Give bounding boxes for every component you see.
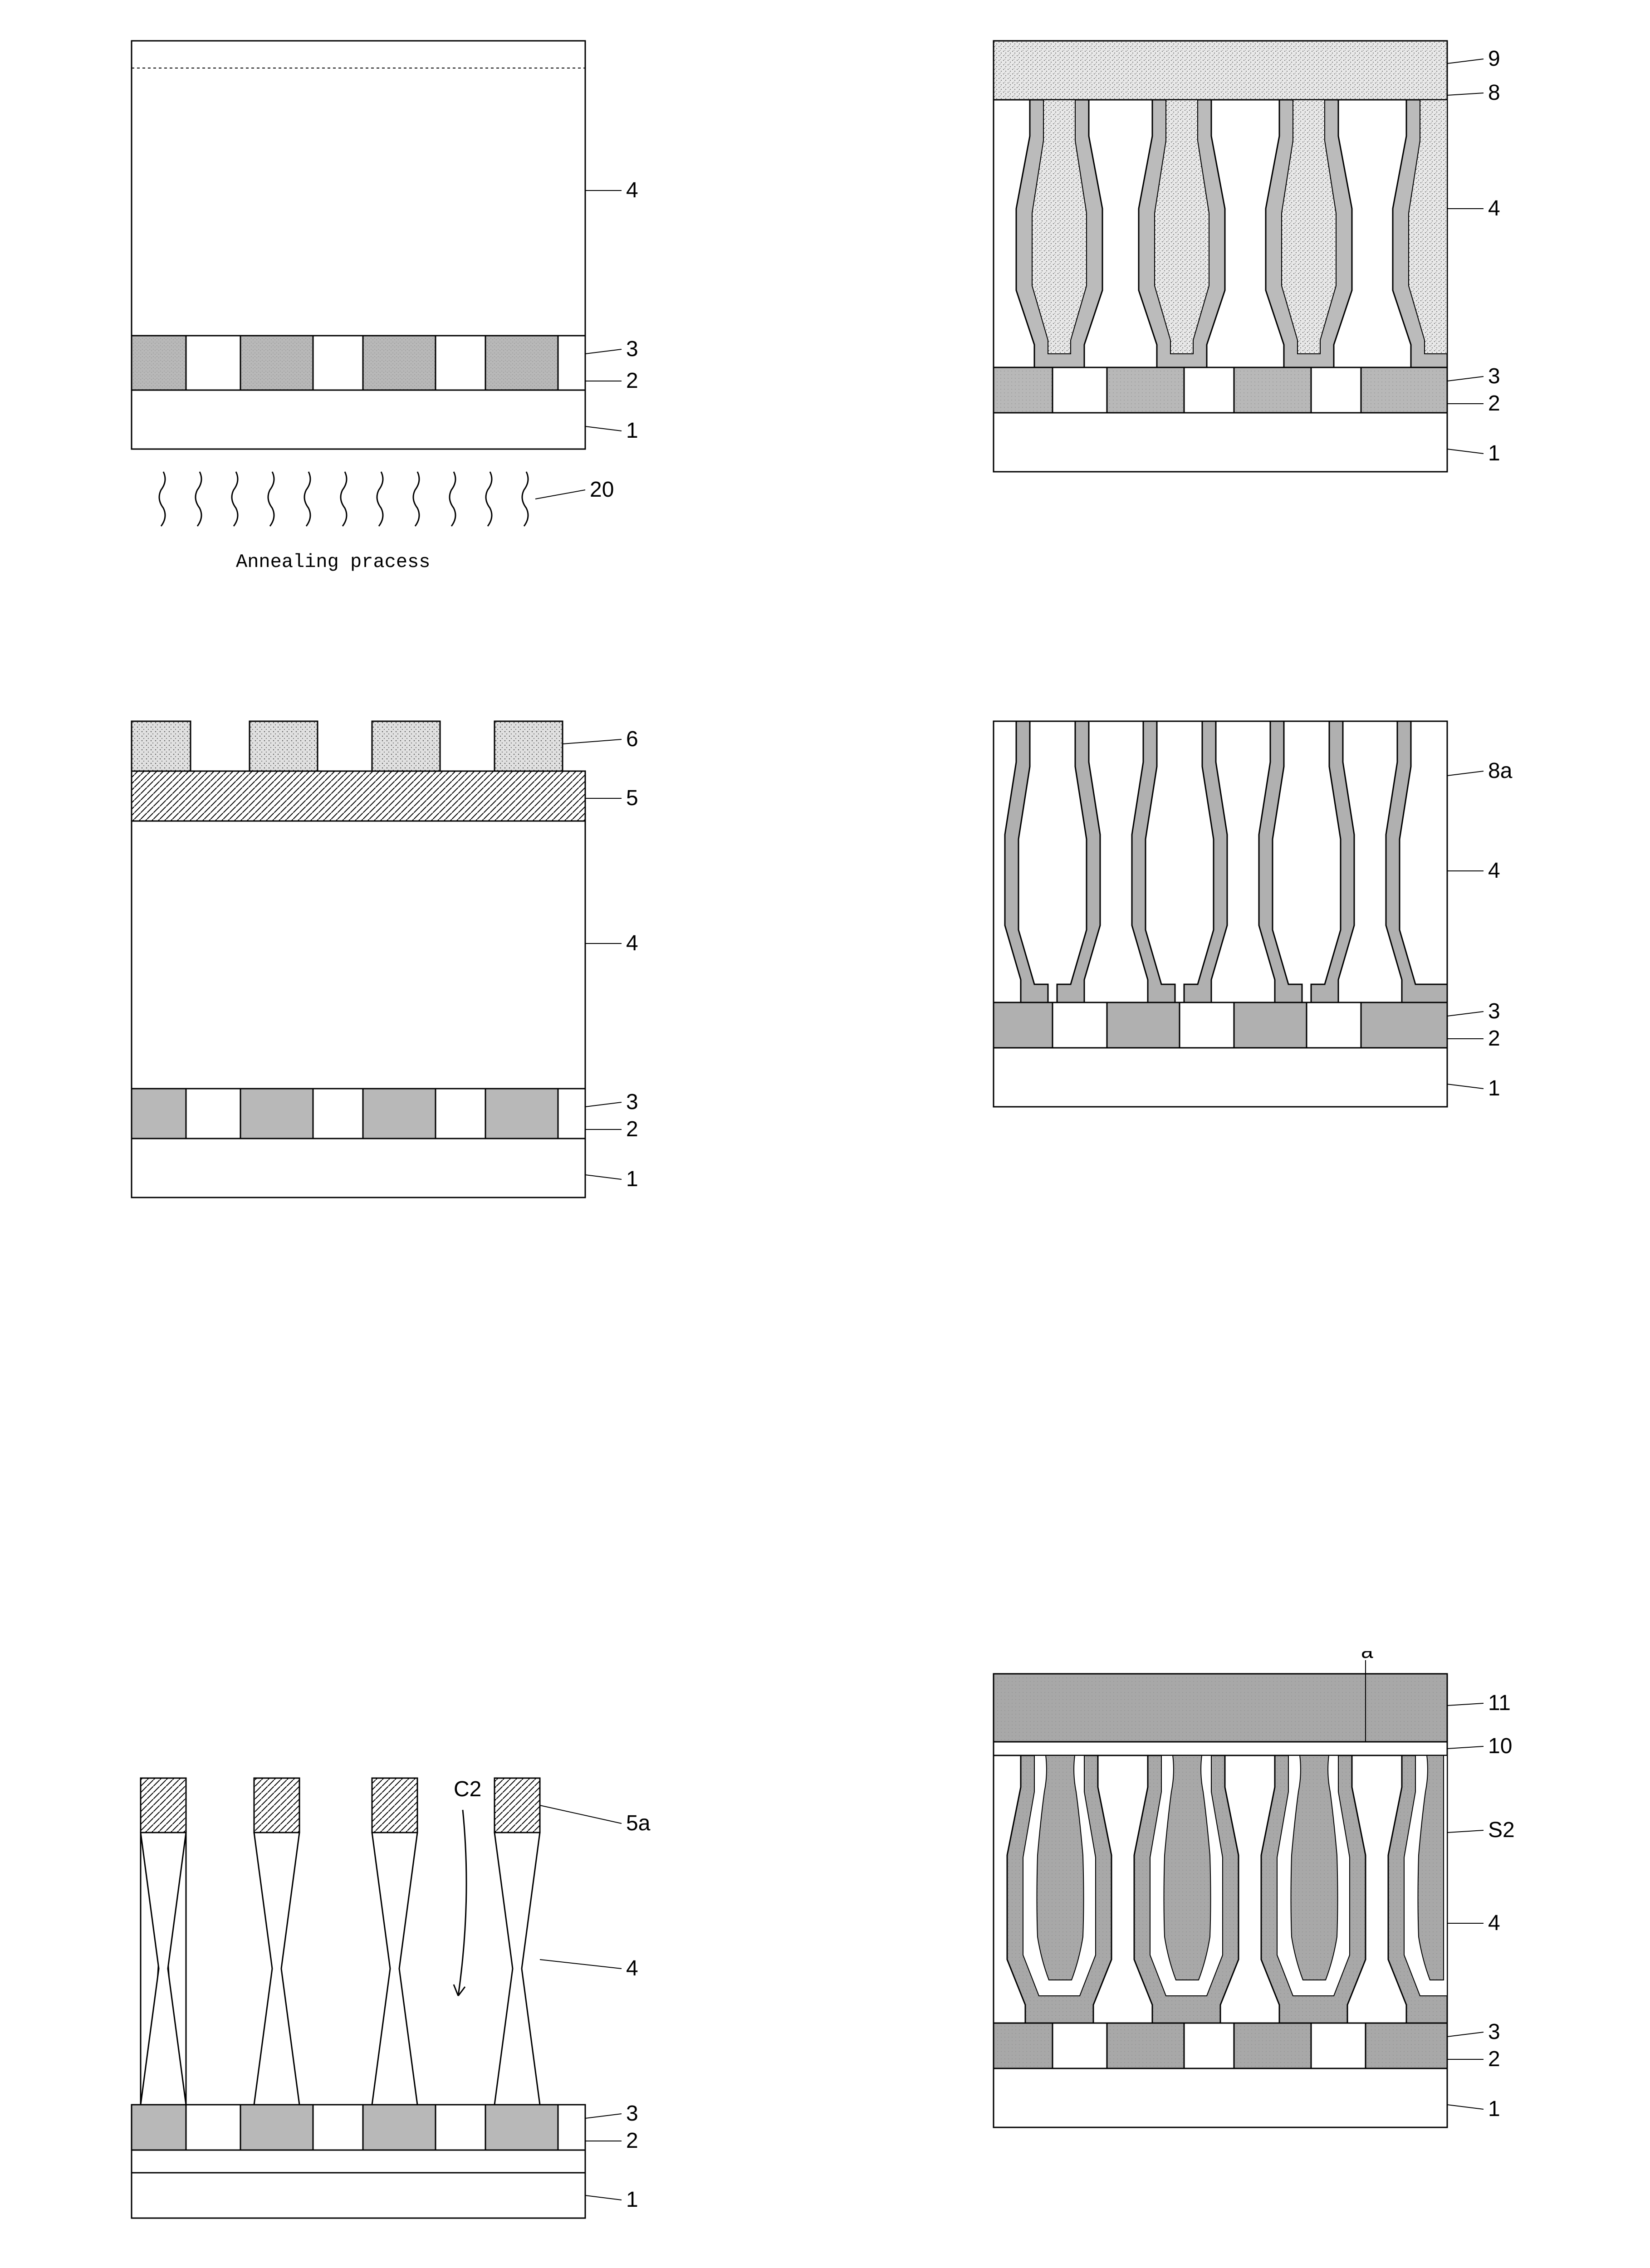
label-4: 4	[626, 1956, 638, 1980]
label-1: 1	[626, 2188, 638, 2212]
label-4: 4	[626, 931, 638, 955]
label-10: 10	[1488, 1734, 1512, 1758]
fig3b-svg: a 11 10 S2 4 3 2 1	[971, 1651, 1561, 2173]
label-3: 3	[1488, 364, 1500, 388]
label-11: 11	[1488, 1691, 1511, 1715]
figure-1b: 9 8 4 3 2 1	[971, 18, 1561, 608]
label-1: 1	[1488, 1076, 1500, 1100]
label-2: 2	[626, 2129, 638, 2153]
label-a: a	[1361, 1651, 1373, 1663]
label-8: 8	[1488, 81, 1500, 105]
figure-3b: a 11 10 S2 4 3 2 1	[971, 1651, 1561, 2263]
label-2: 2	[626, 369, 638, 393]
label-C2: C2	[454, 1777, 481, 1801]
fig2a-svg: 6 5 4 3 2 1	[109, 699, 699, 1243]
label-1: 1	[1488, 2097, 1500, 2121]
label-3: 3	[1488, 2020, 1500, 2044]
label-2: 2	[626, 1117, 638, 1141]
label-2: 2	[1488, 2047, 1500, 2071]
label-4: 4	[1488, 859, 1500, 883]
label-4: 4	[1488, 196, 1500, 220]
label-2: 2	[1488, 1026, 1500, 1051]
label-9: 9	[1488, 47, 1500, 71]
label-4: 4	[1488, 1911, 1500, 1935]
fig1b-svg: 9 8 4 3 2 1	[971, 18, 1561, 517]
label-4: 4	[626, 178, 638, 202]
fig2b-svg: 8a 4 3 2 1	[971, 699, 1561, 1152]
figure-2a: 6 5 4 3 2 1	[109, 699, 699, 1243]
label-1: 1	[1488, 441, 1500, 465]
figure-1a: 4 3 2 1 20 Annealing pracess	[109, 18, 699, 608]
label-1: 1	[626, 419, 638, 443]
figure-3a: C2 5a 4 3 2 1	[109, 1742, 699, 2263]
label-1: 1	[626, 1167, 638, 1191]
label-3: 3	[626, 1090, 638, 1114]
fig1a-svg: 4 3 2 1 20 Annealing pracess	[109, 18, 699, 608]
figure-2b: 8a 4 3 2 1	[971, 699, 1561, 1243]
label-20: 20	[590, 478, 614, 502]
annealing-text: Annealing pracess	[236, 551, 430, 573]
label-5: 5	[626, 786, 638, 810]
label-3: 3	[626, 2102, 638, 2126]
fig3a-svg: C2 5a 4 3 2 1	[109, 1742, 699, 2263]
label-2: 2	[1488, 391, 1500, 415]
label-5a: 5a	[626, 1811, 651, 1835]
label-3: 3	[1488, 999, 1500, 1023]
label-6: 6	[626, 727, 638, 751]
label-8a: 8a	[1488, 759, 1513, 783]
label-3: 3	[626, 337, 638, 361]
label-S2: S2	[1488, 1818, 1515, 1842]
